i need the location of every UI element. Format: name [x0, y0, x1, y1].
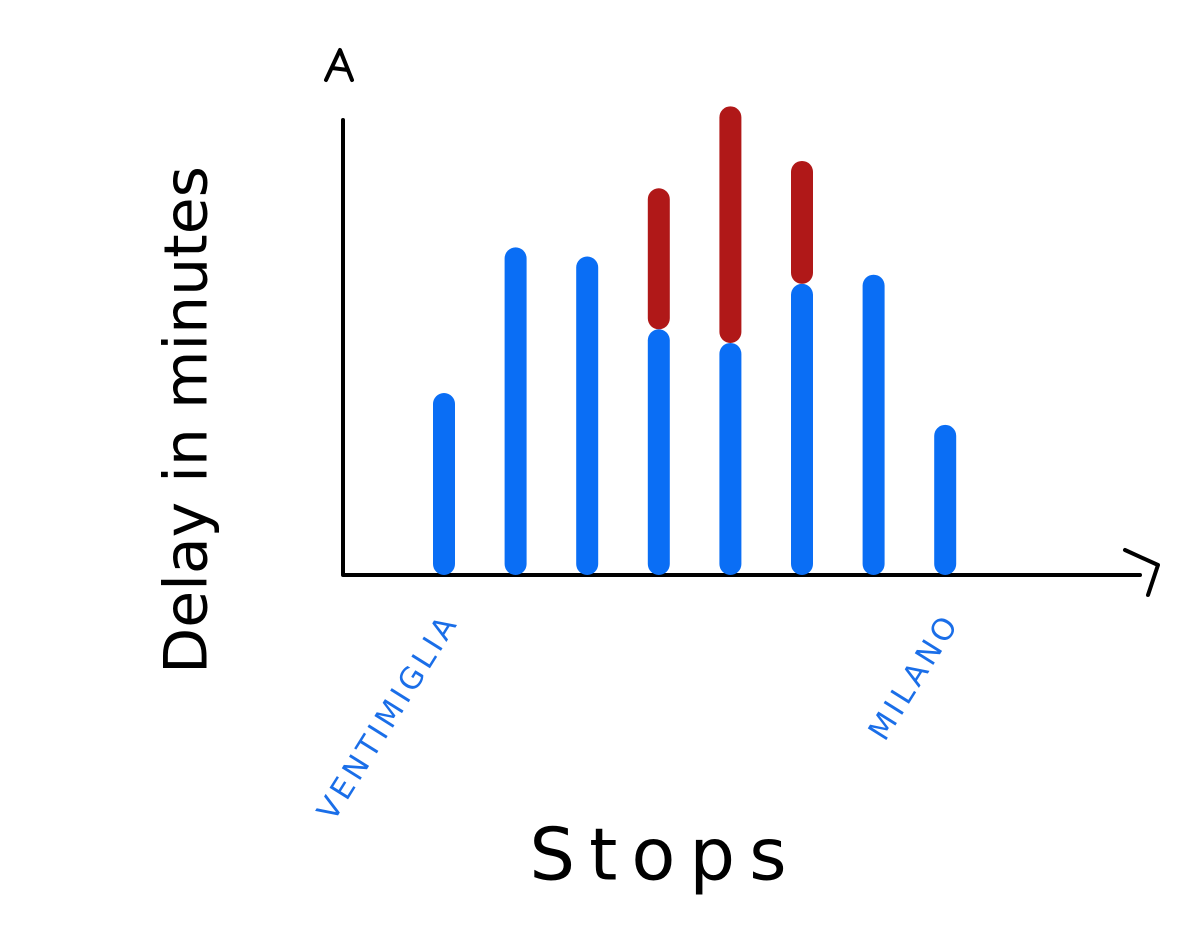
bar-segment — [433, 393, 455, 575]
axes — [341, 118, 1142, 577]
bar-segment — [576, 256, 599, 575]
bar-segment — [791, 160, 813, 284]
x-arrow — [1123, 548, 1160, 597]
bar-segment — [647, 329, 670, 575]
bar-segment — [934, 424, 957, 575]
x-tick-label: MILANO — [862, 607, 967, 747]
bar-segment — [719, 342, 742, 575]
bar-segment — [791, 283, 813, 575]
bar-segment — [862, 274, 885, 575]
bar-segment — [719, 106, 742, 343]
x-tick-label: VENTIMIGLIA — [311, 607, 466, 827]
y-arrow — [324, 48, 354, 82]
x-axis-label: Stops — [529, 813, 800, 897]
bar-segment — [504, 247, 527, 575]
bar-segment — [647, 188, 670, 330]
y-axis-label: Delay in minutes — [152, 166, 222, 674]
